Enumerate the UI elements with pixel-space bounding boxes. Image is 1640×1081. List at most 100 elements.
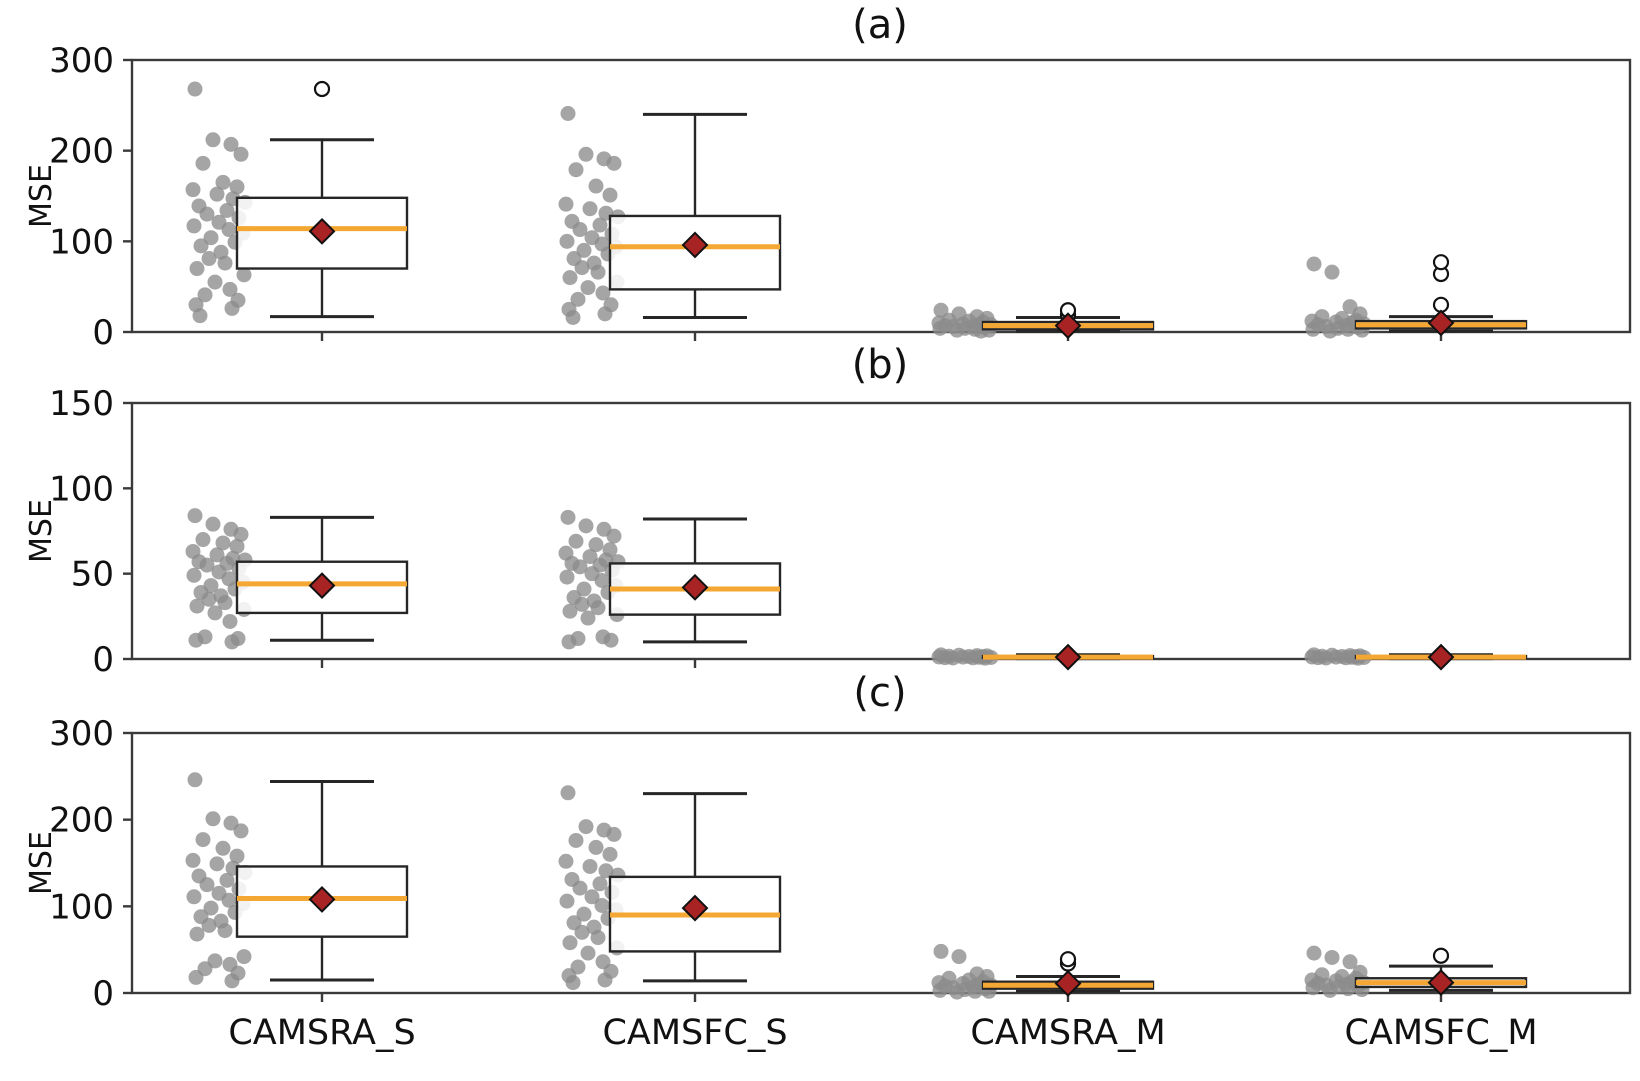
scatter-point-camsfc-m	[1322, 323, 1338, 339]
scatter-point-camsfc-s	[594, 572, 610, 588]
scatter-point-camsra-s	[188, 632, 204, 648]
scatter-point-camsfc-s	[574, 260, 590, 276]
scatter-point-camsfc-s	[588, 537, 604, 553]
scatter-point-camsra-s	[222, 613, 238, 629]
scatter-point-camsra-s	[199, 206, 215, 222]
scatter-point-camsra-s	[229, 179, 245, 195]
scatter-point-camsfc-s	[584, 889, 600, 905]
scatter-point-camsfc-s	[562, 603, 578, 619]
scatter-point-camsra-m	[932, 320, 948, 336]
scatter-point-camsfc-m	[1342, 954, 1358, 970]
panel-a-title: (a)	[852, 2, 908, 48]
scatter-point-camsfc-s	[588, 839, 604, 855]
scatter-point-camsfc-m	[1305, 321, 1321, 337]
scatter-point-camsfc-s	[578, 518, 594, 534]
scatter-point-camsfc-s	[568, 832, 584, 848]
scatter-point-camsfc-s	[597, 306, 613, 322]
y-tick-label: 100	[49, 887, 114, 927]
scatter-point-camsfc-s	[582, 201, 598, 217]
scatter-point-camsfc-s	[602, 187, 618, 203]
scatter-point-camsfc-s	[562, 270, 578, 286]
scatter-point-camsfc-s	[602, 846, 618, 862]
scatter-point-camsfc-s	[592, 217, 608, 233]
scatter-point-camsfc-m	[1324, 949, 1340, 965]
scatter-point-camsra-s	[229, 538, 245, 554]
scatter-point-camsfc-s	[572, 222, 588, 238]
y-tick-label: 0	[92, 974, 114, 1014]
scatter-point-camsra-m	[933, 943, 949, 959]
scatter-point-camsra-s	[205, 811, 221, 827]
scatter-point-camsfc-s	[606, 528, 622, 544]
scatter-point-camsra-s	[233, 823, 249, 839]
scatter-point-camsfc-s	[594, 897, 610, 913]
scatter-point-camsra-s	[209, 856, 225, 872]
scatter-point-camsfc-s	[597, 972, 613, 988]
scatter-point-camsra-s	[187, 81, 203, 97]
scatter-point-camsra-s	[217, 595, 233, 611]
scatter-point-camsfc-s	[558, 196, 574, 212]
scatter-point-camsfc-s	[559, 569, 575, 585]
scatter-point-camsra-s	[217, 923, 233, 939]
scatter-point-camsra-s	[224, 634, 240, 650]
y-tick-label: 50	[71, 555, 114, 595]
scatter-point-camsra-s	[203, 230, 219, 246]
scatter-point-camsfc-s	[572, 559, 588, 575]
scatter-point-camsra-s	[185, 182, 201, 198]
scatter-point-camsra-s	[219, 872, 235, 888]
scatter-point-camsra-s	[197, 287, 213, 303]
y-tick-label: 200	[49, 801, 114, 841]
y-tick-label: 0	[92, 313, 114, 353]
outlier-point-camsfc-m	[1432, 947, 1450, 964]
scatter-point-camsfc-s	[560, 105, 576, 121]
scatter-point-camsfc-m	[1340, 981, 1356, 997]
scatter-point-camsfc-m	[1305, 980, 1321, 996]
scatter-point-camsra-s	[187, 772, 203, 788]
scatter-point-camsra-s	[215, 535, 231, 551]
scatter-point-camsra-s	[192, 308, 208, 324]
scatter-point-camsra-m	[951, 949, 967, 965]
scatter-point-camsfc-m	[1324, 264, 1340, 280]
mean-diamond-camsra-m	[1054, 970, 1082, 997]
scatter-point-camsra-s	[203, 900, 219, 916]
scatter-point-camsfc-m	[1338, 650, 1354, 666]
scatter-point-camsfc-s	[580, 280, 596, 296]
x-tick-label-camsra-m: CAMSRA_M	[970, 1013, 1166, 1053]
scatter-point-camsfc-s	[570, 291, 586, 307]
panel-frame	[130, 401, 1632, 661]
scatter-point-camsfc-s	[592, 876, 608, 892]
scatter-point-camsfc-s	[590, 600, 606, 616]
scatter-point-camsra-s	[186, 218, 202, 234]
scatter-point-camsra-s	[209, 186, 225, 202]
scatter-point-camsfc-s	[565, 975, 581, 991]
scatter-point-camsfc-s	[598, 863, 614, 879]
scatter-point-camsra-m	[933, 302, 949, 318]
scatter-point-camsra-s	[195, 832, 211, 848]
scatter-point-camsra-s	[223, 136, 239, 152]
scatter-point-camsfc-s	[562, 935, 578, 951]
scatter-point-camsra-s	[195, 532, 211, 548]
scatter-point-camsra-s	[224, 973, 240, 989]
mean-diamond-camsfc-s	[681, 231, 709, 259]
scatter-point-camsra-s	[189, 926, 205, 942]
scatter-point-camsra-s	[215, 174, 231, 190]
scatter-point-camsra-s	[236, 949, 252, 965]
scatter-point-camsfc-s	[576, 906, 592, 922]
x-tick-label-camsfc-m: CAMSFC_M	[1344, 1013, 1538, 1053]
scatter-point-camsra-m	[949, 984, 965, 1000]
scatter-point-camsra-s	[209, 547, 225, 563]
scatter-point-camsfc-s	[568, 533, 584, 549]
scatter-point-camsfc-s	[580, 610, 596, 626]
scatter-point-camsfc-s	[580, 945, 596, 961]
x-tick-label-camsra-s: CAMSRA_S	[228, 1013, 416, 1053]
scatter-point-camsra-s	[219, 203, 235, 219]
y-tick-label: 300	[49, 41, 114, 81]
scatter-point-camsra-s	[233, 146, 249, 162]
scatter-point-camsra-s	[207, 605, 223, 621]
scatter-point-camsfc-s	[588, 178, 604, 194]
mean-diamond-camsfc-m	[1427, 309, 1455, 337]
scatter-point-camsfc-s	[606, 155, 622, 171]
scatter-point-camsra-s	[199, 877, 215, 893]
scatter-point-camsra-m	[965, 650, 981, 666]
scatter-point-camsfc-m	[1318, 650, 1334, 666]
